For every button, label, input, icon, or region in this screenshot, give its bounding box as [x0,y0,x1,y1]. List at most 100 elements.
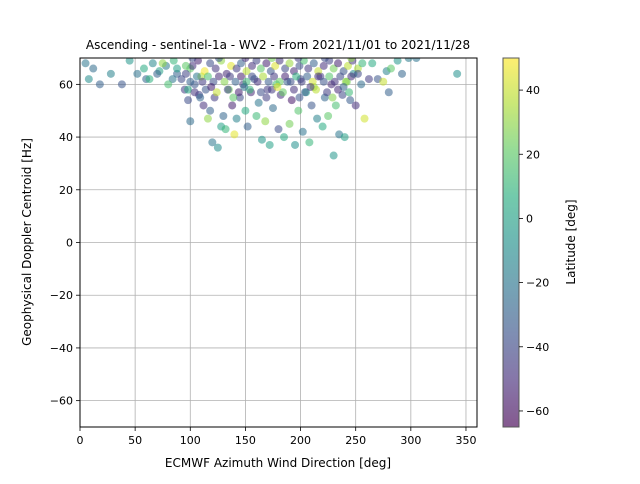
data-point [270,72,279,81]
x-tick-label: 250 [345,434,366,447]
data-point [273,82,282,91]
data-point [295,61,304,70]
data-points [81,58,462,160]
colorbar-tick-label: −20 [526,277,549,290]
data-point [305,138,314,147]
data-point [412,58,421,62]
data-point [232,114,241,123]
data-point [177,75,186,84]
data-point [228,101,237,110]
data-point [243,122,252,131]
data-point [237,72,246,81]
colorbar-tick-label: 40 [526,84,540,97]
data-point [291,140,300,149]
data-point [125,58,134,65]
data-point [303,72,312,81]
data-point [358,59,367,68]
y-tick-label: 40 [59,131,73,144]
data-point [184,96,193,105]
x-axis-ticks: 0 50 100 150 200 250 300 350 [77,427,476,447]
data-point [319,61,328,70]
y-axis-label: Geophysical Doppler Centroid [Hz] [20,138,34,346]
data-point [309,59,318,68]
data-point [192,72,201,81]
data-point [329,64,338,73]
data-point [398,69,407,78]
data-point [281,64,290,73]
data-point [220,77,229,86]
data-point [198,77,207,86]
data-point [281,72,290,81]
data-point [181,61,190,70]
data-point [307,101,316,110]
data-point [184,85,193,94]
data-point [294,106,303,115]
data-point [168,75,177,84]
y-tick-label: −60 [50,395,73,408]
data-point [214,72,223,81]
data-point [278,88,287,97]
data-point [206,106,215,115]
data-point [252,58,261,65]
data-point [264,77,273,86]
data-point [325,72,334,81]
data-point [343,61,352,70]
colorbar-tick-label: 0 [526,212,533,225]
data-point [265,140,274,149]
data-point [268,104,277,113]
y-tick-label: −40 [50,342,73,355]
data-point [368,59,377,68]
data-point [364,75,373,84]
data-point [289,85,298,94]
y-tick-label: −20 [50,289,73,302]
data-point [186,77,195,86]
data-point [346,96,355,105]
data-point [188,61,197,70]
data-point [181,69,190,78]
data-point [286,77,295,86]
data-point [199,101,208,110]
data-point [133,69,142,78]
data-point [318,122,327,131]
data-point [169,58,178,65]
data-point [324,111,333,120]
data-point [313,114,322,123]
data-point [353,69,362,78]
data-point [240,82,249,91]
x-tick-label: 100 [180,434,201,447]
chart-title: Ascending - sentinel-1a - WV2 - From 202… [86,38,470,52]
data-point [139,64,148,73]
data-point [237,59,246,68]
data-point [148,59,157,68]
data-point [225,72,234,81]
x-tick-label: 200 [290,434,311,447]
data-point [248,61,257,70]
data-point [347,72,356,81]
data-point [241,106,250,115]
data-point [262,59,271,68]
data-point [274,125,283,134]
data-point [203,72,212,81]
data-point [173,64,182,73]
data-point [297,77,306,86]
colorbar-ticks: −60 −40 −20 0 20 40 [519,84,549,418]
data-point [230,130,239,139]
x-tick-label: 50 [128,434,142,447]
data-point [95,80,104,89]
x-tick-label: 0 [77,434,84,447]
data-point [319,77,328,86]
data-point [360,114,369,123]
data-point [229,93,238,102]
x-tick-label: 150 [235,434,256,447]
data-point [223,85,232,94]
data-point [254,98,263,107]
data-point [329,151,338,160]
data-point [404,58,413,62]
data-point [213,143,222,152]
data-point [242,67,251,76]
data-point [453,69,462,78]
data-point [117,80,126,89]
colorbar-tick-label: 20 [526,148,540,161]
